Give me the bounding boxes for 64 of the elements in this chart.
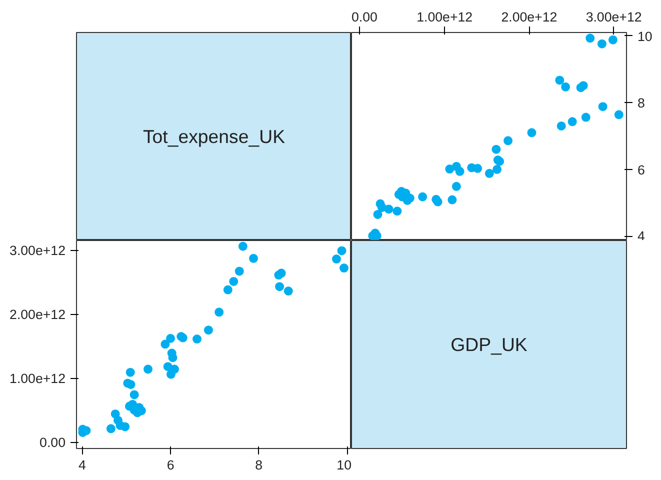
x-tick-label: 1.00e+12 bbox=[416, 10, 473, 24]
point bbox=[492, 164, 502, 174]
point bbox=[276, 268, 286, 278]
point bbox=[284, 286, 293, 296]
point bbox=[614, 110, 624, 120]
point bbox=[223, 285, 232, 294]
point bbox=[581, 112, 590, 122]
point bbox=[373, 210, 382, 219]
point bbox=[555, 76, 564, 85]
y-tick-label: 1.00e+12 bbox=[10, 371, 66, 386]
point bbox=[597, 39, 606, 48]
point bbox=[160, 340, 170, 349]
y-tick-label: 10 bbox=[638, 28, 652, 44]
point bbox=[392, 206, 402, 216]
text: Tot_expense_UK bbox=[142, 126, 286, 147]
point bbox=[126, 368, 135, 377]
point bbox=[484, 168, 494, 178]
point bbox=[527, 128, 536, 138]
text: GDP_UK bbox=[450, 334, 528, 355]
x-tick-label: 10 bbox=[336, 458, 352, 472]
point bbox=[445, 164, 454, 174]
point bbox=[229, 276, 238, 286]
point bbox=[608, 35, 618, 44]
point bbox=[452, 162, 461, 171]
y-tick-label: 2.00e+12 bbox=[10, 307, 66, 322]
point bbox=[130, 390, 139, 400]
point bbox=[452, 182, 461, 191]
point bbox=[561, 82, 570, 92]
point bbox=[106, 424, 116, 434]
point bbox=[170, 364, 179, 374]
point bbox=[120, 422, 130, 432]
point bbox=[376, 199, 385, 208]
point bbox=[166, 334, 176, 343]
x-tick-label: 2.00e+12 bbox=[501, 10, 558, 24]
y-tick-label: 8 bbox=[638, 96, 645, 111]
point bbox=[467, 163, 476, 172]
point bbox=[234, 266, 244, 276]
point bbox=[249, 254, 258, 263]
point bbox=[275, 282, 284, 292]
point bbox=[448, 195, 457, 204]
point bbox=[144, 364, 153, 374]
point bbox=[598, 102, 608, 112]
point bbox=[192, 334, 202, 344]
x-tick-label: 4 bbox=[78, 458, 87, 472]
y-tick-label: 0.00 bbox=[40, 435, 66, 450]
x-tick-label: 6 bbox=[166, 458, 174, 472]
point bbox=[556, 121, 566, 130]
point bbox=[504, 136, 513, 146]
point bbox=[492, 144, 501, 154]
x-tick-label: 8 bbox=[255, 458, 263, 472]
point bbox=[586, 34, 595, 43]
point bbox=[339, 264, 348, 273]
point bbox=[214, 308, 224, 317]
point bbox=[204, 326, 213, 335]
y-tick-label: 3.00e+12 bbox=[10, 243, 66, 258]
point bbox=[332, 254, 341, 264]
x-tick-label: 0.00 bbox=[352, 10, 378, 24]
point bbox=[337, 246, 346, 256]
point bbox=[578, 81, 588, 90]
point bbox=[432, 194, 441, 204]
point bbox=[238, 242, 248, 251]
point bbox=[568, 117, 577, 126]
point bbox=[418, 192, 428, 202]
y-tick-label: 6 bbox=[638, 162, 645, 178]
